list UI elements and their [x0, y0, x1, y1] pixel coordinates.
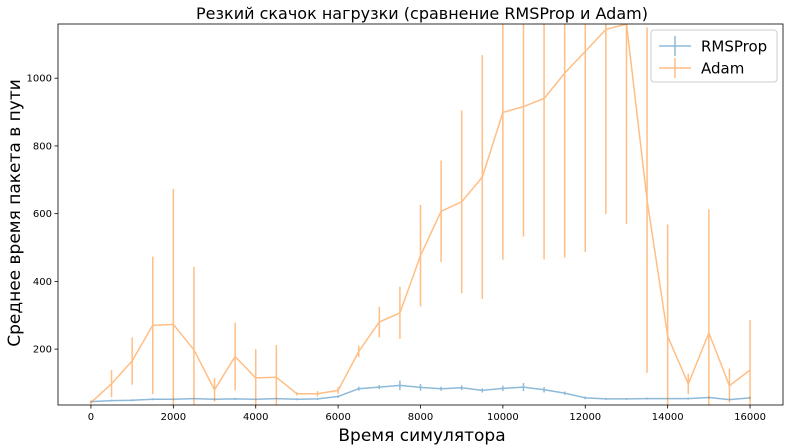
- legend-marker-rmsprop: [659, 36, 691, 56]
- series-adam: [90, 24, 751, 405]
- x-tick-label: 14000: [652, 412, 684, 423]
- plot-area: [90, 24, 751, 405]
- legend-box: [650, 29, 778, 83]
- series-rmsprop: [90, 380, 751, 403]
- axes: 0 2000 4000 6000 8000 10000 12000 14000 16000 200…: [27, 23, 784, 423]
- x-tick-label: 6000: [325, 412, 350, 423]
- legend-marker-adam: [659, 58, 691, 78]
- y-tick-label: 800: [33, 141, 52, 152]
- x-tick-label: 2000: [161, 412, 186, 423]
- legend: RMSProp Adam: [650, 29, 778, 83]
- y-tick-label: 600: [33, 209, 52, 220]
- x-tick-label: 16000: [734, 412, 766, 423]
- series-line-rmsprop: [90, 384, 751, 403]
- x-tick-label: 10000: [487, 412, 519, 423]
- series-group: [90, 24, 751, 405]
- legend-label-adam: Adam: [701, 60, 744, 78]
- x-axis-title: Время симулятора: [338, 426, 505, 446]
- y-tick-label: 200: [33, 345, 52, 356]
- y-tick-label: 1000: [27, 74, 52, 85]
- x-tick-label: 12000: [569, 412, 601, 423]
- y-axis-title: Среднее время пакета в пути: [5, 79, 25, 347]
- chart-title: Резкий скачок нагрузки (сравнение RMSPro…: [196, 4, 648, 23]
- legend-label-rmsprop: RMSProp: [701, 38, 767, 56]
- y-tick-label: 400: [33, 277, 52, 288]
- series-line-adam: [90, 24, 751, 404]
- x-tick-label: 8000: [408, 412, 433, 423]
- x-tick-label: 4000: [243, 412, 268, 423]
- x-tick-label: 0: [88, 412, 94, 423]
